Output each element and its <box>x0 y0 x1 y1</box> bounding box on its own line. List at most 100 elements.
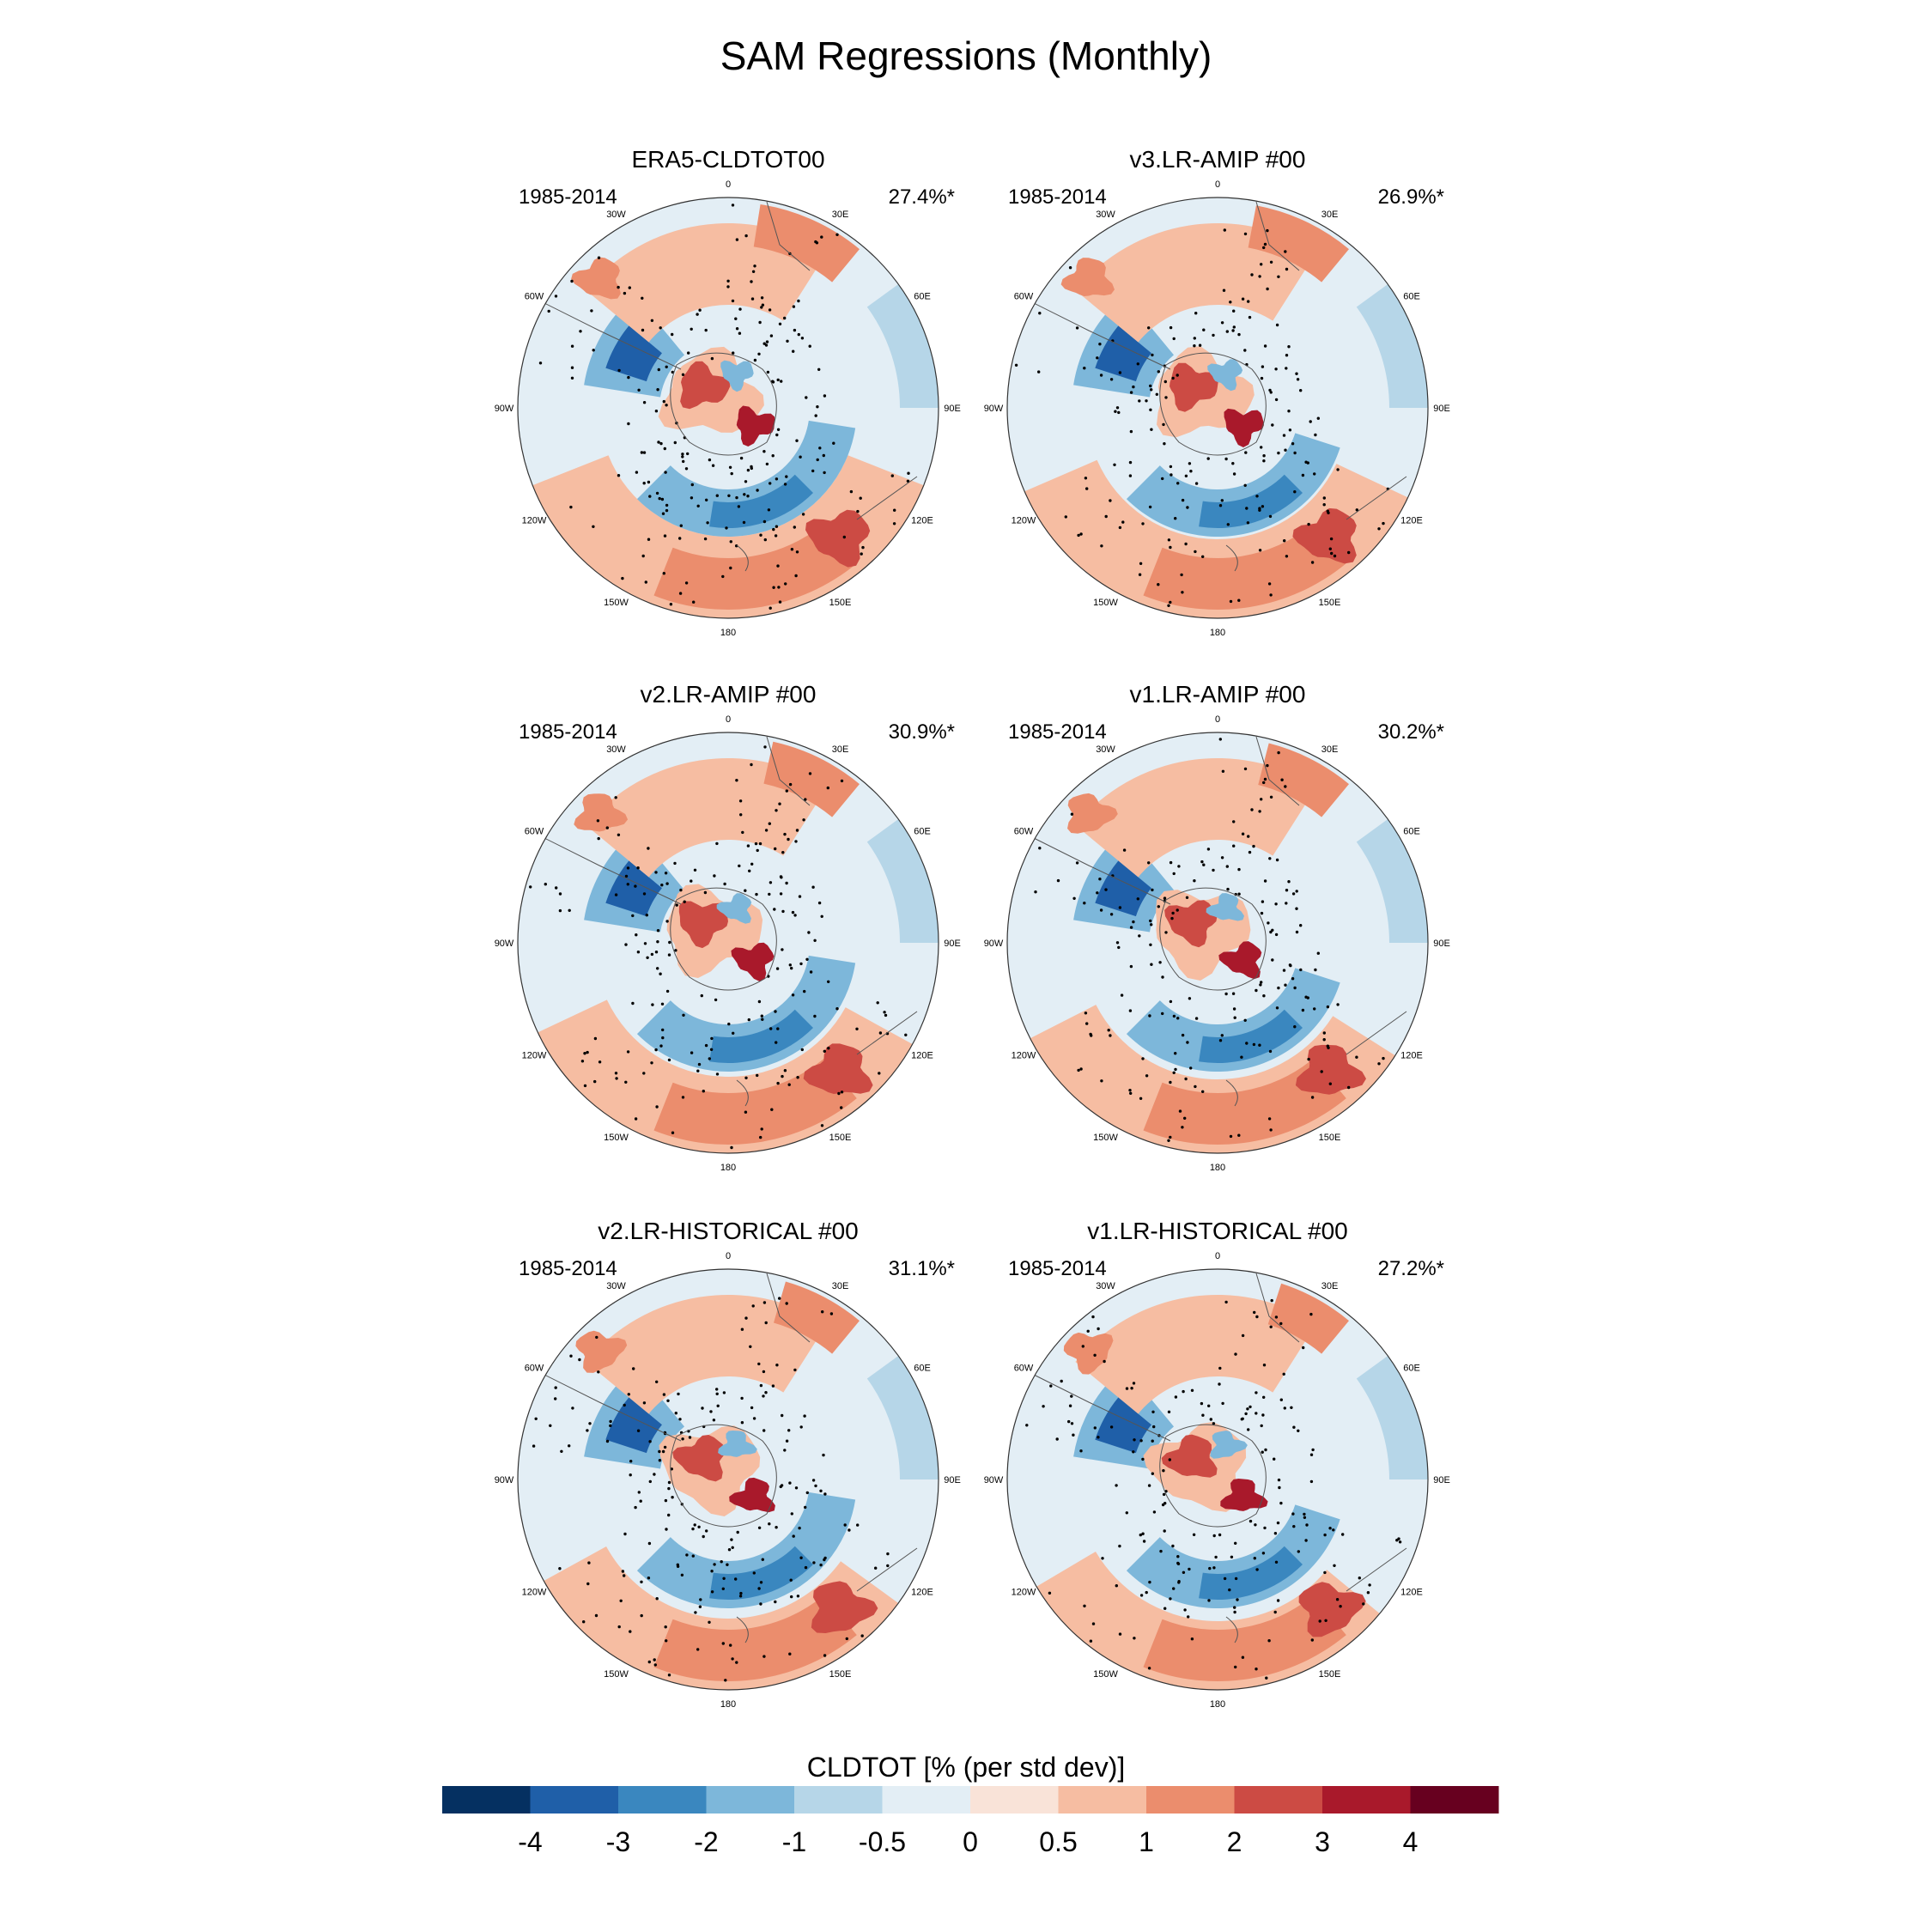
stipple-dot <box>627 1393 630 1396</box>
stipple-dot <box>800 1048 804 1052</box>
negative-edge-east <box>1356 1355 1428 1479</box>
stipple-dot <box>554 295 558 298</box>
panel-period: 1985-2014 <box>1008 1257 1107 1280</box>
stipple-dot <box>759 533 762 537</box>
panel-period: 1985-2014 <box>519 185 617 209</box>
stipple-dot <box>654 951 659 954</box>
longitude-label: 150W <box>1093 1669 1118 1680</box>
stipple-dot <box>1170 916 1174 920</box>
stipple-dot <box>642 401 647 404</box>
stipple-dot <box>1220 499 1224 502</box>
stipple-dot <box>1246 521 1250 525</box>
stipple-dot <box>1258 275 1261 278</box>
map-boundary <box>517 1268 939 1691</box>
stipple-dot <box>667 1480 671 1485</box>
stipple-dot <box>1269 1325 1273 1328</box>
panel-stat: 30.9%* <box>888 720 955 744</box>
stipple-dot <box>1168 1458 1171 1461</box>
stipple-dot <box>686 452 690 456</box>
australia-coast <box>1346 476 1407 520</box>
panel-stat: 27.2%* <box>1377 1257 1444 1280</box>
stipple-dot <box>629 1460 633 1463</box>
stipple-dot <box>544 883 547 886</box>
colorbar-tick-label: -0.5 <box>859 1826 906 1857</box>
stipple-dot <box>794 574 798 578</box>
stipple-dot <box>711 464 715 467</box>
stipple-dot <box>1158 961 1162 964</box>
stipple-dot <box>1167 1139 1170 1142</box>
stipple-dot <box>790 1512 793 1516</box>
stipple-dot <box>1246 1407 1249 1411</box>
stipple-dot <box>1273 1457 1276 1461</box>
stipple-dot <box>1206 848 1211 851</box>
stipple-dot <box>783 483 787 486</box>
stipple-dot <box>1285 367 1288 370</box>
stipple-dot <box>1192 1533 1196 1536</box>
stipple-dot <box>1042 1405 1045 1408</box>
stipple-dot <box>1151 353 1154 357</box>
stipple-dot <box>1077 1068 1080 1072</box>
stipple-dot <box>1244 451 1248 454</box>
stipple-dot <box>1261 365 1265 368</box>
coastlines <box>530 736 918 1107</box>
stipple-dot <box>659 441 663 446</box>
longitude-label: 180 <box>1210 1163 1225 1173</box>
stipple-dot <box>884 1013 888 1018</box>
antarctic-positive-core <box>1164 900 1218 948</box>
stipple-dot <box>1309 1479 1314 1484</box>
stipple-dot <box>1295 930 1299 934</box>
stipple-dot <box>1133 1438 1136 1442</box>
longitude-label: 90E <box>944 939 961 949</box>
stipple-dot <box>1171 376 1175 380</box>
stipple-dot <box>678 592 683 595</box>
stipple-dot <box>1263 242 1267 246</box>
stipple-dot <box>629 1473 632 1477</box>
stipple-dot <box>1147 326 1151 330</box>
stipple-dot <box>579 330 582 333</box>
stipple-dot <box>799 962 803 966</box>
map-panel-v2-historical: 0 30E 60E 90E 120E 150E 180 150W 120W 90W 60W 30W v… <box>488 1218 969 1716</box>
longitude-label: 0 <box>1215 1251 1220 1261</box>
stipple-dot <box>1176 908 1179 912</box>
stipple-dot <box>1181 1126 1184 1129</box>
stipple-dot <box>1096 891 1099 895</box>
stipple-dot <box>808 344 811 348</box>
stipple-dot <box>799 1556 803 1559</box>
stipple-dot <box>667 953 671 957</box>
stipple-dot <box>580 1060 585 1063</box>
stipple-dot <box>623 1403 626 1407</box>
stipple-dot <box>648 1440 652 1443</box>
stipple-dot <box>1068 266 1072 270</box>
stipple-dot <box>1306 461 1309 465</box>
stipple-dot <box>661 1036 665 1040</box>
stipple-dot <box>1289 963 1292 968</box>
stipple-dot <box>691 1554 695 1558</box>
stipple-dot <box>855 1027 859 1030</box>
stipple-dot <box>799 455 802 459</box>
stipple-dot <box>783 316 787 320</box>
stipple-dot <box>783 832 787 836</box>
stipple-dot <box>1322 1038 1326 1042</box>
colorbar-swatch <box>618 1786 707 1814</box>
stipple-dot <box>1291 892 1296 896</box>
stipple-dot <box>651 1003 654 1006</box>
stipple-dot <box>1186 506 1189 509</box>
stipple-dot <box>1326 509 1329 513</box>
stipple-dot <box>776 378 780 382</box>
stipple-dot <box>1181 498 1185 502</box>
stipple-dot <box>773 908 776 911</box>
stipple-dot <box>1306 996 1309 999</box>
stipple-dot <box>1194 550 1197 554</box>
stipple-dot <box>1232 309 1236 313</box>
stipple-dot <box>627 422 630 426</box>
stipple-dot <box>1291 977 1295 981</box>
stipple-dot <box>1118 1632 1122 1636</box>
stipple-dot <box>776 1027 780 1030</box>
stipple-dot <box>654 410 659 413</box>
stipple-dot <box>1278 1485 1281 1490</box>
stipple-dot <box>1223 1577 1227 1581</box>
stipple-dot <box>1254 1523 1257 1527</box>
stipple-dot <box>1299 389 1303 392</box>
stipple-dot <box>694 1611 697 1614</box>
stipple-dot <box>890 474 894 477</box>
